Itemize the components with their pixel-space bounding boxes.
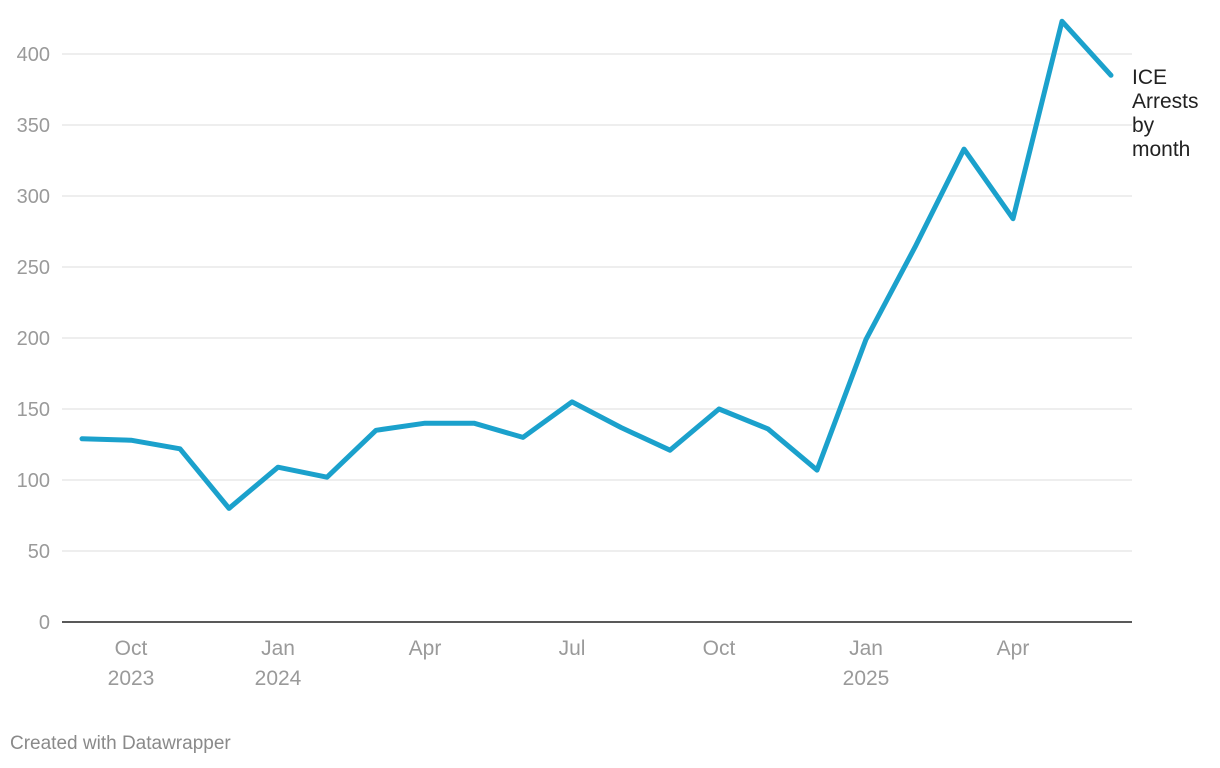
y-tick-label: 150: [17, 399, 50, 421]
y-tick-label: 300: [17, 186, 50, 208]
series-labels: ICE Arrests by month: [1132, 66, 1199, 161]
x-tick-label: Oct: [703, 637, 736, 660]
y-tick-label: 250: [17, 257, 50, 279]
x-tick-label: Jan 2025: [843, 637, 890, 690]
y-tick-label: 0: [39, 612, 50, 634]
y-tick-label: 400: [17, 44, 50, 66]
x-tick-label: Oct 2023: [108, 637, 155, 690]
series-lines: [79, 18, 1114, 511]
y-tick-label: 350: [17, 115, 50, 137]
y-tick-label: 50: [28, 541, 50, 563]
datawrapper-credit: Created with Datawrapper: [10, 733, 231, 754]
x-tick-label: Jan 2024: [255, 637, 302, 690]
series-label: ICE Arrests by month: [1132, 66, 1199, 161]
x-axis-ticks: Oct 2023 Jan 2024 Apr Jul Oct Jan 2025 Apr: [108, 637, 1030, 690]
x-tick-label: Apr: [409, 637, 442, 660]
y-tick-label: 100: [17, 470, 50, 492]
x-tick-label: Jul: [559, 637, 586, 660]
y-axis-ticks: 0 50 100 150 200 250 300 350 400: [17, 44, 50, 634]
series-line: [79, 18, 1114, 511]
x-tick-label: Apr: [997, 637, 1030, 660]
gridlines: [62, 53, 1132, 623]
y-tick-label: 200: [17, 328, 50, 350]
